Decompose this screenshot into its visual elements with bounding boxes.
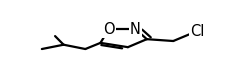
Text: Cl: Cl: [190, 24, 204, 39]
Text: N: N: [130, 22, 141, 36]
Text: O: O: [103, 22, 115, 36]
